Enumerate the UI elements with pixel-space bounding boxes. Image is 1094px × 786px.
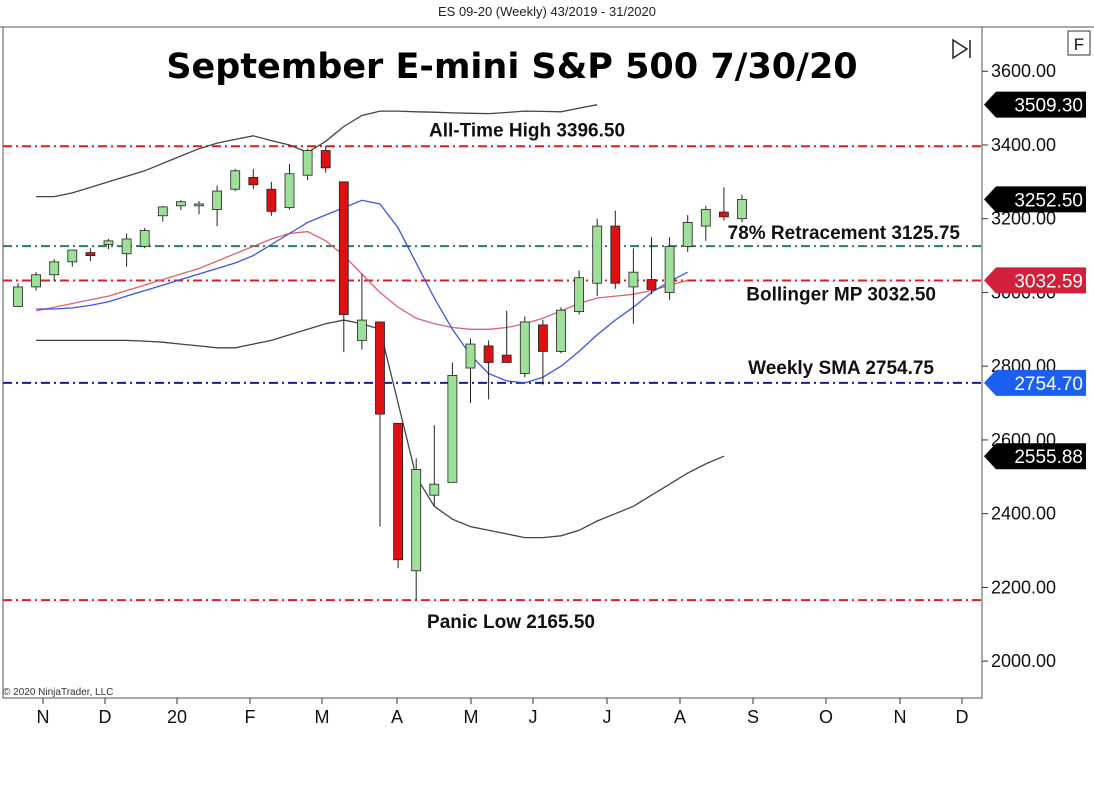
level-label: Bollinger MP 3032.50 [746, 284, 936, 305]
candle-body [700, 209, 711, 227]
candle-body [13, 286, 23, 307]
x-tick-label: J [529, 707, 538, 727]
level-label: 78% Retracement 3125.75 [728, 223, 961, 244]
time-axis[interactable]: N D 20 F M A M J J A S O N D [37, 698, 969, 727]
candle-body [157, 206, 168, 217]
chart-title: September E-mini S&P 500 7/30/20 [166, 47, 857, 87]
y-tick-label: 3600.00 [991, 61, 1056, 81]
weekly-sma-line [36, 199, 688, 384]
candle-body [628, 271, 639, 288]
x-tick-label: A [391, 707, 403, 727]
candle-body [85, 252, 96, 256]
price-badge [984, 91, 1086, 118]
x-tick-label: F [245, 707, 256, 727]
price-badge-text: 3032.59 [1014, 271, 1083, 292]
candle-body [465, 343, 476, 369]
x-tick-label: N [37, 707, 50, 727]
candle-body [592, 225, 603, 284]
candle-body [483, 345, 494, 363]
candle-body [538, 324, 548, 352]
candle-body [338, 181, 349, 315]
bollinger-upper-line [36, 104, 598, 198]
copyright-notice: © 2020 NinjaTrader, LLC [3, 687, 113, 698]
x-tick-label: N [894, 707, 907, 727]
x-tick-label: S [747, 707, 759, 727]
candle-body [230, 170, 241, 190]
candle-body [284, 173, 295, 209]
y-tick-label: 3200.00 [991, 209, 1056, 229]
price-badge [984, 369, 1086, 396]
candle-body [194, 203, 204, 207]
price-badge [984, 186, 1086, 213]
candle-body [737, 198, 747, 220]
annotations: All-Time High 3396.50 78% Retracement 312… [427, 120, 960, 633]
x-tick-label: D [956, 707, 969, 727]
x-tick-label: M [464, 707, 479, 727]
candle-body [393, 422, 404, 561]
price-badge-text: 2754.70 [1014, 374, 1083, 395]
x-tick-label: O [819, 707, 833, 727]
candle-body [556, 309, 566, 352]
candle-body [610, 225, 621, 284]
candle-body [429, 483, 440, 496]
level-label: Weekly SMA 2754.75 [748, 358, 934, 379]
y-tick-label: 2200.00 [991, 577, 1056, 597]
x-tick-label: M [315, 707, 330, 727]
candle-body [501, 354, 512, 363]
candle-body [664, 245, 675, 293]
candle-body [302, 150, 313, 176]
price-badge [984, 267, 1086, 294]
candle-body [356, 319, 367, 341]
candle-body [574, 277, 584, 313]
x-tick-label: D [99, 707, 112, 727]
candle-body [375, 321, 385, 415]
x-tick-label: J [603, 707, 612, 727]
f-button[interactable]: F [1067, 30, 1091, 56]
y-tick-label: 2400.00 [991, 504, 1056, 524]
horizontal-levels [3, 145, 982, 602]
level-label: All-Time High 3396.50 [429, 120, 625, 141]
candle-body [49, 261, 60, 276]
price-badges: 3509.30 3252.50 3032.59 2754.70 2555.88 [984, 91, 1086, 470]
level-label: Panic Low 2165.50 [427, 612, 595, 633]
candle-body [67, 249, 78, 263]
candles[interactable] [13, 146, 747, 601]
price-badge [984, 443, 1086, 470]
y-tick-label: 2000.00 [991, 651, 1056, 671]
candle-body [121, 238, 132, 255]
x-tick-label: 20 [167, 707, 187, 727]
price-badge-text: 3509.30 [1014, 96, 1083, 117]
price-badge-text: 2555.88 [1014, 447, 1083, 468]
candle-body [248, 177, 259, 186]
y-tick-label: 3400.00 [991, 135, 1056, 155]
candle-body [139, 230, 150, 247]
play-icon[interactable] [952, 38, 971, 60]
candle-body [411, 469, 422, 572]
svg-text:F: F [1074, 35, 1084, 54]
price-axis[interactable]: 2000.002200.002400.002600.002800.003000.… [982, 61, 1056, 671]
chart-frame [0, 26, 1094, 699]
candle-body [266, 188, 277, 212]
candle-body [103, 240, 114, 245]
chart-header: ES 09-20 (Weekly) 43/2019 - 31/2020 [437, 4, 656, 19]
price-badge-text: 3252.50 [1014, 190, 1083, 211]
candle-body [682, 222, 693, 247]
candle-body [447, 375, 458, 483]
candle-body [175, 201, 186, 207]
candle-body [31, 274, 42, 288]
candle-body [519, 321, 530, 374]
candle-body [320, 150, 331, 169]
candle-body [212, 190, 223, 210]
x-tick-label: A [674, 707, 686, 727]
candle-body [719, 211, 729, 218]
candle-body [646, 279, 657, 290]
